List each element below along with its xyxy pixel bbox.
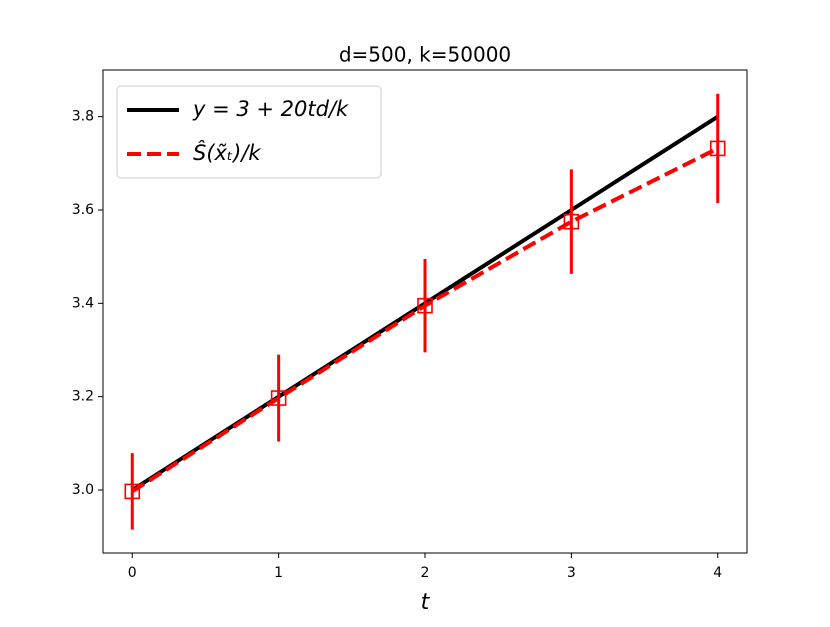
y-tick-label: 3.8 <box>72 109 94 125</box>
marker <box>563 213 580 230</box>
marker <box>124 483 141 500</box>
series-line <box>131 146 719 494</box>
y-tick-label: 3.6 <box>72 202 94 218</box>
legend-box <box>116 85 382 179</box>
y-tick-label: 3.4 <box>72 295 94 311</box>
legend-label: Ŝ(x̃ₜ)/k <box>193 140 261 165</box>
plot-frame <box>102 69 748 554</box>
y-tick-label: 3.0 <box>72 482 94 498</box>
x-tick-label: 2 <box>421 565 430 581</box>
chart-title: d=500, k=50000 <box>339 43 511 67</box>
x-tick-label: 1 <box>274 565 283 581</box>
x-tick-label: 0 <box>128 565 137 581</box>
x-tick-label: 3 <box>567 565 576 581</box>
x-axis-label: t <box>421 590 431 615</box>
marker <box>270 390 287 406</box>
x-tick-label: 4 <box>713 565 722 581</box>
marker <box>417 297 433 314</box>
marker <box>709 140 726 157</box>
y-tick-label: 3.2 <box>72 389 94 405</box>
legend-label: y = 3 + 20td/k <box>192 97 349 121</box>
series <box>124 93 726 530</box>
